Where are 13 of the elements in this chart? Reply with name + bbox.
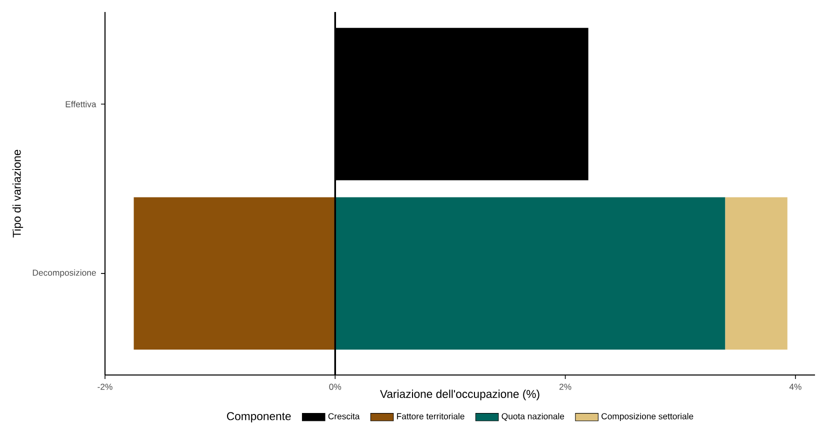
y-axis-title: Tipo di variazione <box>12 150 24 238</box>
legend-label: Quota nazionale <box>502 412 564 421</box>
x-tick-label: 0% <box>329 384 342 390</box>
y-tick-label: Decomposizione <box>32 269 96 278</box>
x-tick-label: 4% <box>789 384 802 390</box>
x-tick-label: -2% <box>98 384 112 390</box>
legend-title: Componente <box>226 412 291 422</box>
x-tick-label: 2% <box>559 384 572 390</box>
legend-label: Crescita <box>328 412 360 420</box>
legend-label: Composizione settoriale <box>602 412 694 422</box>
y-tick-label: Effettiva <box>66 100 96 108</box>
legend-label: Fattore territoriale <box>397 412 464 420</box>
x-axis-title: Variazione dell'occupazione (%) <box>380 390 540 400</box>
